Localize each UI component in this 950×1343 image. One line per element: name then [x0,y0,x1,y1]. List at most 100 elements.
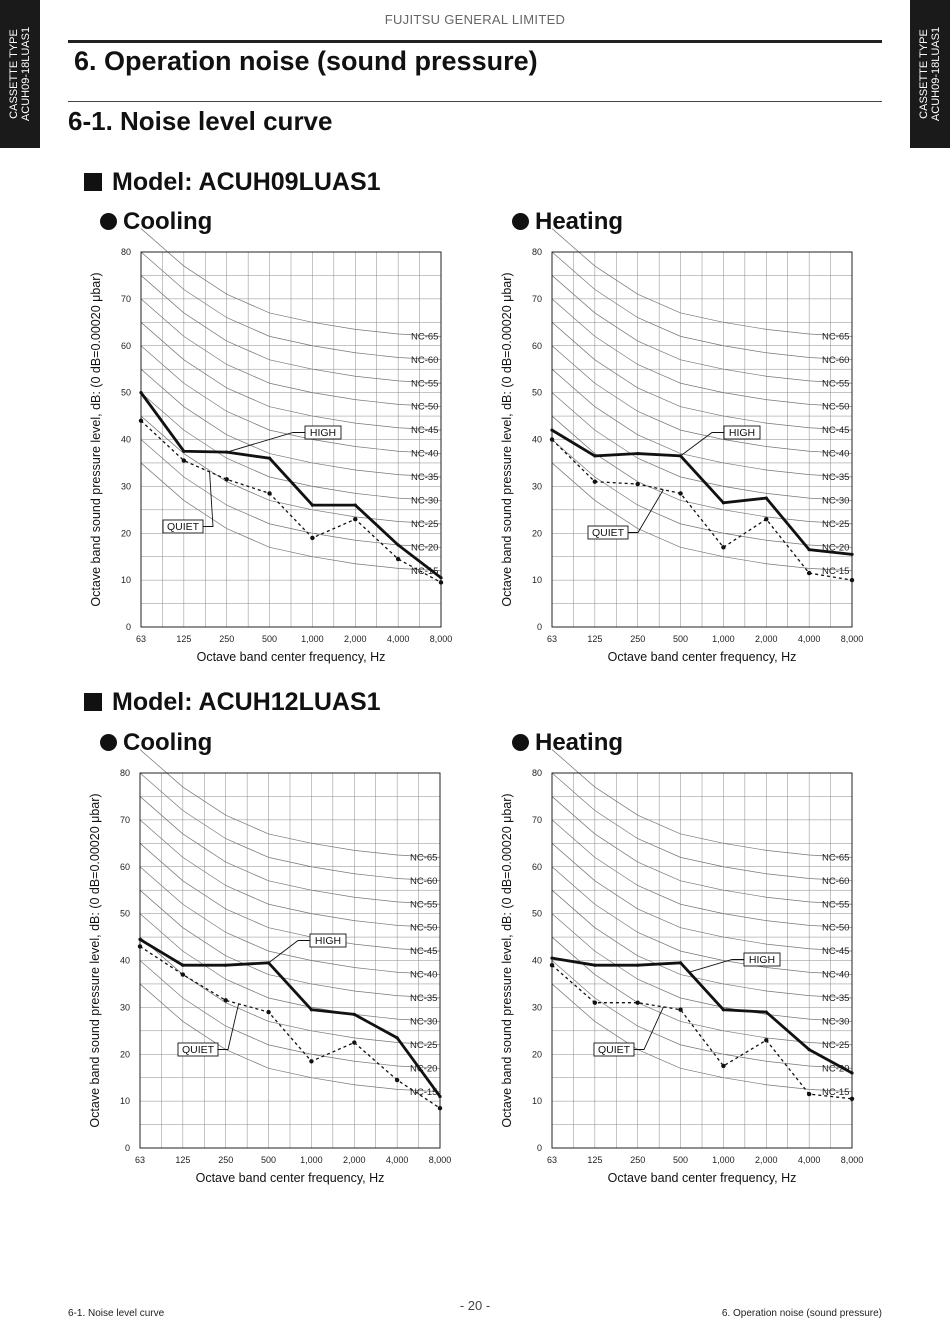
grid [140,251,442,628]
x-axis-label: Octave band center frequency, Hz [196,1171,385,1185]
nc-label: NC-45 [822,946,849,957]
data-point-quiet [549,437,555,442]
nc-label: NC-15 [822,566,849,577]
data-point-high [593,454,597,458]
nc-label: NC-35 [410,993,437,1004]
y-axis-label: Octave band sound pressure level, dB: (0… [88,793,102,1127]
title-rule [68,101,882,102]
data-point-quiet [764,1037,769,1043]
square-bullet-icon [84,173,102,191]
data-point-quiet [180,972,186,977]
nc-curve [140,298,442,408]
side-tab-left: CASSETTE TYPE ACUH09-18LUAS1 [0,0,40,148]
side-tab-line2: ACUH09-18LUAS1 [930,26,942,122]
x-tick-label: 2,000 [344,634,367,644]
data-point-quiet [352,1040,357,1045]
data-point-quiet [138,418,144,423]
bullet-dot-icon [512,734,529,751]
y-tick-label: 40 [532,956,542,966]
mode-label: Heating [535,208,624,235]
x-tick-label: 1,000 [712,1155,735,1165]
nc-curve [551,866,853,975]
nc-curve [139,843,441,952]
y-axis-label: Octave band sound pressure level, dB: (0… [500,793,514,1127]
nc-curve [551,913,853,1022]
y-tick-label: 60 [532,862,542,872]
data-point-high [309,1008,314,1012]
nc-curve [139,819,441,929]
data-point-high [352,1012,356,1017]
mode-heading: Heating [512,729,623,757]
nc-curve [551,298,853,408]
y-tick-label: 80 [121,247,131,257]
nc-curve [140,228,442,337]
data-point-quiet [137,944,143,949]
y-tick-label: 70 [120,815,130,825]
nc-curve [139,913,441,1022]
series-line-high [139,391,442,579]
x-tick-label: 125 [587,634,602,644]
nc-curve [551,749,853,858]
nc-label: NC-40 [410,970,437,981]
nc-curve [551,960,853,1069]
page-title: 6. Operation noise (sound pressure) [74,46,538,76]
nc-label: NC-65 [822,852,849,863]
footer-right: 6. Operation noise (sound pressure) [721,1308,882,1319]
y-tick-label: 60 [121,341,131,351]
model-label: Model: ACUH12LUAS1 [112,688,381,716]
x-tick-label: 2,000 [755,1155,778,1165]
x-tick-label: 250 [218,1155,233,1165]
nc-curve [551,772,853,882]
x-tick-label: 8,000 [429,1155,452,1165]
y-tick-label: 40 [532,435,542,445]
nc-label: NC-15 [822,1087,849,1098]
nc-curves [551,228,853,572]
nc-label: NC-30 [822,495,849,506]
data-point-quiet [721,1063,726,1069]
noise-chart-12-heating: NC-65 NC-60 NC-55 NC-50 NC-45 NC-40 NC-35 NC-30… [500,749,863,1185]
noise-chart-12-cooling: NC-65 NC-60 NC-55 NC-50 NC-45 NC-40 NC-35 NC-30… [88,749,451,1185]
mode-label: Cooling [123,729,213,756]
y-tick-label: 0 [126,622,131,632]
mode-heading: Cooling [100,208,212,236]
data-point-quiet [395,556,401,562]
plot-frame [551,772,853,1149]
nc-curve [139,983,441,1093]
x-axis-label: Octave band center frequency, Hz [197,650,386,664]
nc-curve [140,322,442,431]
nc-label: NC-50 [822,923,849,934]
noise-chart-09-cooling: NC-65 NC-60 NC-55 NC-50 NC-45 NC-40 NC-35 NC-30… [89,228,452,664]
nc-label: NC-60 [822,876,849,887]
x-tick-label: 4,000 [387,634,410,644]
data-point-high [139,391,143,395]
y-tick-label: 70 [532,815,542,825]
y-tick-label: 0 [537,622,542,632]
data-point-high [807,548,811,552]
y-tick-label: 80 [532,247,542,257]
nc-label: NC-45 [411,425,438,436]
y-tick-label: 30 [532,1002,542,1012]
nc-curve [551,796,853,905]
callout-leader-quiet [634,1006,664,1050]
data-point-quiet [309,1059,314,1064]
series-line-high [139,938,442,1098]
x-tick-label: 500 [261,1155,276,1165]
nc-label: NC-65 [822,331,849,342]
y-tick-label: 50 [121,388,131,398]
nc-label: NC-30 [411,495,438,506]
callout-box-quiet [162,519,204,534]
nc-label: NC-25 [410,1040,437,1051]
y-tick-label: 50 [532,909,542,919]
nc-curve [139,749,441,858]
footer-left: 6-1. Noise level curve [68,1308,165,1319]
noise-chart-09-heating: NC-65 NC-60 NC-55 NC-50 NC-45 NC-40 NC-35 NC-30… [500,228,863,664]
section-subtitle: 6-1. Noise level curve [68,106,333,136]
x-tick-label: 63 [135,1155,145,1165]
y-tick-label: 10 [121,575,131,585]
y-tick-label: 50 [120,909,130,919]
data-point-quiet [635,481,640,487]
model-heading-1: Model: ACUH09LUAS1 [84,168,381,197]
nc-curve [140,345,442,454]
y-tick-label: 60 [120,862,130,872]
data-point-quiet [806,570,812,576]
